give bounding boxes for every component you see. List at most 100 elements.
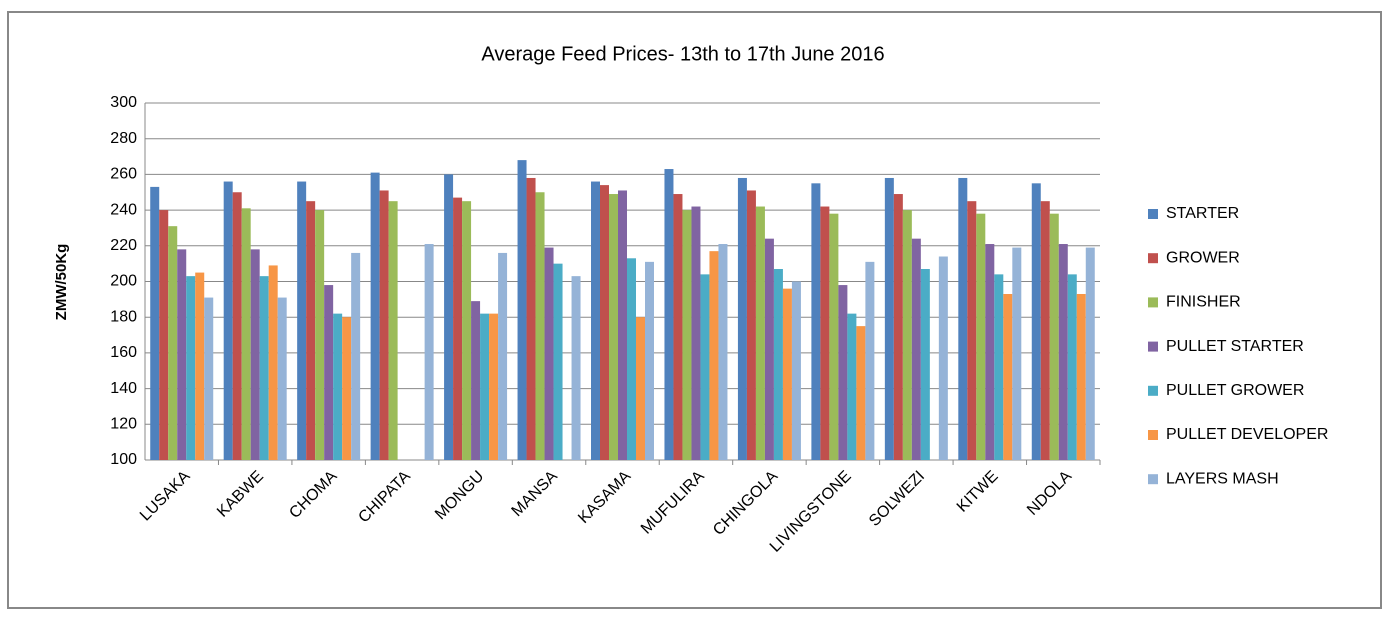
bar: [591, 181, 600, 461]
y-tick-label: 200: [110, 273, 137, 290]
bar: [664, 169, 674, 461]
bar: [838, 285, 848, 460]
bar: [682, 210, 692, 460]
bar: [967, 201, 977, 461]
bar: [856, 326, 866, 460]
bar: [444, 174, 454, 460]
legend-swatch: [1148, 209, 1158, 219]
bar: [223, 181, 233, 461]
legend-label: PULLET STARTER: [1166, 338, 1304, 355]
bar: [811, 183, 821, 460]
bar: [829, 213, 839, 460]
legend-label: FINISHER: [1166, 294, 1241, 311]
bar: [517, 160, 527, 460]
bar: [306, 201, 316, 461]
bar: [159, 210, 169, 460]
bar: [700, 274, 710, 460]
bar: [186, 276, 196, 460]
legend-swatch: [1148, 253, 1158, 264]
bar: [820, 206, 830, 460]
bar: [902, 210, 912, 460]
bar: [535, 192, 545, 460]
bar: [553, 263, 563, 460]
bar: [379, 190, 389, 460]
bar: [600, 185, 609, 461]
bar: [297, 181, 307, 461]
legend-label: LAYERS MASH: [1166, 470, 1279, 487]
bar: [315, 210, 325, 460]
y-tick-label: 100: [110, 451, 137, 468]
chart-title: Average Feed Prices- 13th to 17th June 2…: [481, 43, 884, 65]
legend-label: GROWER: [1166, 249, 1240, 266]
bar: [333, 313, 343, 460]
bar: [847, 313, 857, 460]
bar: [1049, 213, 1059, 460]
bar: [673, 194, 683, 460]
bar: [627, 258, 636, 460]
bar: [1031, 183, 1041, 460]
legend-swatch: [1148, 297, 1158, 308]
bar: [884, 177, 894, 460]
bar: [911, 238, 921, 460]
bar: [1067, 274, 1077, 460]
bar: [480, 313, 490, 460]
y-tick-label: 180: [110, 308, 137, 325]
y-tick-label: 280: [110, 130, 137, 147]
bar: [609, 194, 618, 460]
y-tick-label: 220: [110, 237, 137, 254]
bar: [424, 244, 434, 460]
legend-label: STARTER: [1166, 205, 1239, 222]
legend-swatch: [1148, 385, 1158, 396]
bar: [764, 238, 774, 460]
bar: [691, 206, 701, 460]
bar: [782, 288, 792, 460]
bar: [195, 272, 205, 460]
y-tick-label: 140: [110, 380, 137, 397]
bar: [1076, 293, 1086, 460]
bar: [498, 252, 508, 460]
bar: [388, 201, 398, 461]
bar: [370, 172, 380, 461]
bar: [544, 247, 554, 460]
bar: [241, 208, 251, 460]
bar: [746, 190, 756, 460]
bar: [718, 244, 728, 460]
bar: [737, 177, 747, 460]
bar: [277, 297, 287, 460]
bar: [938, 256, 948, 460]
bar: [259, 276, 269, 460]
bar: [268, 265, 278, 460]
legend-label: PULLET DEVELOPER: [1166, 426, 1328, 443]
y-axis-label: ZMW/50Kg: [53, 244, 70, 321]
bar: [865, 261, 875, 460]
bar: [250, 249, 260, 460]
bar: [773, 269, 783, 460]
bar: [471, 301, 481, 460]
legend-label: PULLET GROWER: [1166, 382, 1304, 399]
bar: [204, 297, 214, 460]
bar: [618, 190, 627, 460]
bar: [324, 285, 334, 460]
bar: [958, 177, 968, 460]
bar: [342, 317, 352, 460]
y-tick-label: 260: [110, 166, 137, 183]
y-tick-label: 300: [110, 94, 137, 111]
bar: [150, 186, 160, 460]
bar: [709, 251, 719, 460]
bar: [645, 261, 654, 460]
bar: [453, 197, 463, 461]
bar: [985, 244, 995, 460]
legend-swatch: [1148, 341, 1158, 352]
bar: [168, 226, 178, 460]
bar: [994, 274, 1004, 460]
bar: [1085, 247, 1095, 460]
bar: [920, 269, 930, 460]
bar: [351, 252, 361, 460]
y-tick-label: 120: [110, 416, 137, 433]
bar: [1003, 293, 1013, 460]
bar: [232, 192, 242, 460]
legend-swatch: [1148, 430, 1158, 440]
bar: [1012, 247, 1022, 460]
bar: [462, 201, 472, 461]
